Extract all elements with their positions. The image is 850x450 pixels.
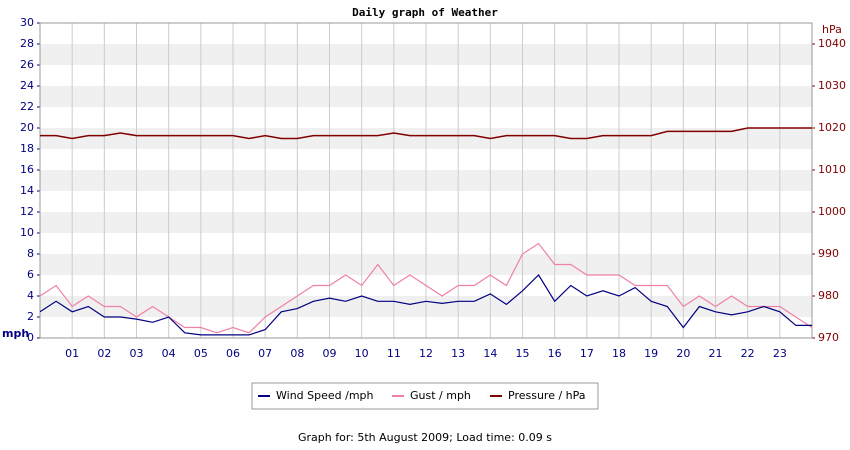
y2-tick-label: 1040 [818, 37, 846, 50]
y2-tick-label: 1030 [818, 79, 846, 92]
x-tick-label: 06 [226, 347, 240, 360]
x-tick-label: 05 [194, 347, 208, 360]
y-tick-label: 16 [20, 163, 34, 176]
x-tick-label: 14 [483, 347, 497, 360]
y-tick-label: 8 [27, 247, 34, 260]
x-tick-label: 08 [290, 347, 304, 360]
legend-label: Wind Speed /mph [276, 389, 374, 402]
x-tick-label: 12 [419, 347, 433, 360]
series-line [39, 274, 812, 336]
legend-label: Pressure / hPa [508, 389, 586, 402]
y-tick-label: 30 [20, 16, 34, 29]
x-tick-label: 03 [130, 347, 144, 360]
series-line [40, 127, 812, 140]
x-tick-label: 16 [548, 347, 562, 360]
y-tick-label: 20 [20, 121, 34, 134]
x-tick-label: 11 [387, 347, 401, 360]
plot-frame [39, 22, 813, 339]
x-tick-label: 17 [580, 347, 594, 360]
y-tick-label: 14 [20, 184, 34, 197]
legend-box [251, 382, 599, 410]
y-tick-label: 24 [20, 79, 34, 92]
y-tick-label: 4 [27, 289, 34, 302]
y-tick-label: 26 [20, 58, 34, 71]
x-tick-label: 19 [644, 347, 658, 360]
y-tick-label: 18 [20, 142, 34, 155]
y2-tick-label: 1020 [818, 121, 846, 134]
y-tick-label: 22 [20, 100, 34, 113]
x-tick-label: 20 [676, 347, 690, 360]
x-tick-label: 22 [741, 347, 755, 360]
y-tick-label: 6 [27, 268, 34, 281]
y-axis-label: mph [2, 327, 29, 340]
footer: Graph for: 5th August 2009; Load time: 0… [298, 431, 552, 444]
y2-tick-label: 1000 [818, 205, 846, 218]
y-tick-label: 28 [20, 37, 34, 50]
chart-title: Daily graph of Weather [352, 6, 498, 19]
y2-tick-label: 980 [818, 289, 839, 302]
x-tick-label: 01 [65, 347, 79, 360]
x-tick-label: 18 [612, 347, 626, 360]
y2-tick-label: 970 [818, 331, 839, 344]
y-tick-label: 2 [27, 310, 34, 323]
x-tick-label: 02 [97, 347, 111, 360]
y-tick-label: 0 [27, 331, 34, 344]
y2-axis-label: hPa [822, 23, 842, 36]
x-tick-label: 21 [709, 347, 723, 360]
y-tick-label: 12 [20, 205, 34, 218]
y2-tick-label: 1010 [818, 163, 846, 176]
x-tick-label: 07 [258, 347, 272, 360]
legend-label: Gust / mph [410, 389, 471, 402]
x-tick-label: 23 [773, 347, 787, 360]
x-tick-label: 04 [162, 347, 176, 360]
x-tick-label: 10 [355, 347, 369, 360]
y-tick-label: 10 [20, 226, 34, 239]
x-tick-label: 13 [451, 347, 465, 360]
x-tick-label: 15 [516, 347, 530, 360]
x-tick-label: 09 [323, 347, 337, 360]
y2-tick-label: 990 [818, 247, 839, 260]
